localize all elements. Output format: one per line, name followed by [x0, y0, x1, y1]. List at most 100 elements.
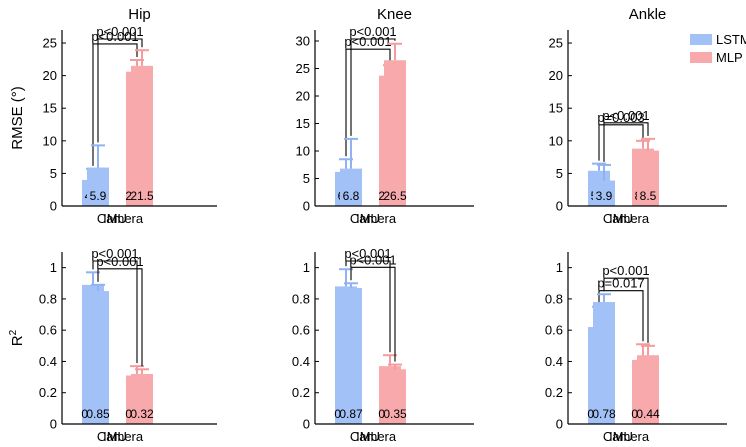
significance-bracket	[345, 260, 391, 353]
y-tick-label: 0.4	[545, 354, 563, 369]
p-value-annotation: p<0.001	[349, 24, 396, 39]
p-value-annotation: p<0.001	[91, 246, 138, 261]
y-tick-label: 25	[549, 36, 563, 51]
y-tick-label: 0.2	[545, 385, 563, 400]
significance-bracket	[603, 122, 649, 162]
y-tick-label: 20	[296, 89, 310, 104]
y-tick-label: 0.8	[292, 291, 310, 306]
y-tick-label: 0.6	[39, 323, 57, 338]
y-tick-label: 20	[43, 68, 57, 83]
legend-label-mlp: MLP	[716, 50, 743, 65]
bar-lstm-camera	[593, 302, 615, 424]
significance-bracket	[92, 260, 138, 364]
bar-mlp-camera	[384, 60, 406, 206]
y-tick-label: 0	[556, 199, 563, 214]
y-tick-label: 10	[549, 133, 563, 148]
bar-value-label: 0.35	[383, 407, 407, 421]
y-tick-label: 0.8	[39, 291, 57, 306]
panel-knee-rmse: Knee0510152025306.223.7p<0.001IMU6.826.5…	[296, 6, 474, 226]
p-value-annotation: p<0.001	[602, 263, 649, 278]
y-tick-label: 15	[43, 101, 57, 116]
bar-value-label: 8.5	[640, 189, 657, 203]
p-value-annotation: p<0.001	[91, 29, 138, 44]
bar-value-label: 6.8	[343, 189, 360, 203]
y-tick-label: 0	[303, 199, 310, 214]
bar-mlp-camera	[384, 369, 406, 424]
x-tick-label: IMU	[103, 211, 127, 226]
y-tick-label: 10	[43, 133, 57, 148]
rmse-axis-label: RMSE (°)	[9, 86, 26, 150]
significance-bracket	[598, 290, 644, 342]
y-tick-label: 10	[296, 144, 310, 159]
significance-bracket	[97, 268, 143, 367]
r2-axis-label-base: R	[9, 335, 26, 346]
y-tick-label: 1	[303, 260, 310, 275]
legend-swatch-lstm	[690, 34, 712, 45]
panel-title: Ankle	[629, 6, 667, 23]
p-value-annotation: p<0.001	[602, 108, 649, 123]
p-value-annotation: p=0.003	[597, 110, 644, 125]
y-tick-label: 0.4	[39, 354, 57, 369]
y-tick-label: 15	[296, 116, 310, 131]
bar-value-label: 26.5	[383, 189, 407, 203]
panel-hip-rmse: Hip05101520254.020.6p<0.001IMU5.921.5p<0…	[43, 6, 217, 226]
y-tick-label: 0.6	[545, 323, 563, 338]
bar-value-label: 0.87	[339, 407, 363, 421]
x-tick-label: Camera	[603, 211, 650, 226]
y-tick-label: 0.4	[292, 354, 310, 369]
bar-value-label: 3.9	[596, 189, 613, 203]
y-tick-label: 0	[303, 417, 310, 432]
significance-bracket	[97, 38, 143, 143]
significance-bracket	[603, 277, 649, 343]
x-tick-label: IMU	[609, 211, 633, 226]
y-tick-label: 0	[556, 417, 563, 432]
bar-mlp-camera	[637, 150, 659, 206]
x-tick-label: IMU	[609, 429, 633, 442]
legend: LSTM MLP	[690, 32, 746, 65]
bar-mlp-camera	[131, 373, 153, 424]
y-tick-label: 0	[50, 417, 57, 432]
bar-lstm-camera	[87, 167, 109, 206]
y-tick-label: 1	[50, 260, 57, 275]
bar-value-label: 0.85	[86, 407, 110, 421]
r2-axis-label: R2	[8, 329, 26, 346]
y-tick-label: 0	[50, 199, 57, 214]
x-tick-label: Camera	[603, 429, 650, 442]
y-tick-label: 15	[549, 101, 563, 116]
significance-bracket	[598, 124, 644, 161]
panel-r2-r2: 00.20.40.60.810.880.37p<0.001IMU0.870.35…	[292, 246, 474, 444]
p-value-annotation: p<0.001	[96, 254, 143, 269]
p-value-annotation: p<0.001	[349, 252, 396, 267]
significance-bracket	[350, 266, 396, 362]
legend-swatch-mlp	[690, 52, 712, 63]
x-tick-label: IMU	[356, 211, 380, 226]
significance-bracket	[345, 48, 391, 157]
bar-value-label: 5.9	[90, 189, 107, 203]
y-tick-label: 25	[296, 61, 310, 76]
y-tick-label: 5	[556, 166, 563, 181]
bar-mlp-camera	[637, 355, 659, 424]
x-tick-label: Camera	[97, 429, 144, 442]
bar-value-label: 0.78	[592, 407, 616, 421]
bar-lstm-camera	[340, 168, 362, 206]
bar-lstm-camera	[340, 287, 362, 424]
r2-axis-label-superscript: 2	[8, 329, 19, 335]
panel-r2-r2: 00.20.40.60.810.620.41p=0.017IMU0.780.44…	[545, 252, 727, 444]
bar-lstm-camera	[87, 291, 109, 424]
p-value-annotation: p<0.001	[344, 246, 391, 261]
y-tick-label: 1	[556, 260, 563, 275]
panel-title: Knee	[377, 6, 412, 23]
y-tick-label: 0.8	[545, 291, 563, 306]
legend-label-lstm: LSTM	[716, 32, 746, 47]
x-tick-label: IMU	[103, 429, 127, 442]
significance-bracket	[350, 38, 396, 136]
bar-value-label: 0.32	[130, 407, 154, 421]
y-tick-label: 0.2	[39, 385, 57, 400]
bar-value-label: 21.5	[130, 189, 154, 203]
y-tick-label: 25	[43, 36, 57, 51]
p-value-annotation: p=0.017	[597, 276, 644, 291]
bar-value-label: 0.44	[636, 407, 660, 421]
y-tick-label: 5	[50, 166, 57, 181]
x-tick-label: Camera	[350, 429, 397, 442]
